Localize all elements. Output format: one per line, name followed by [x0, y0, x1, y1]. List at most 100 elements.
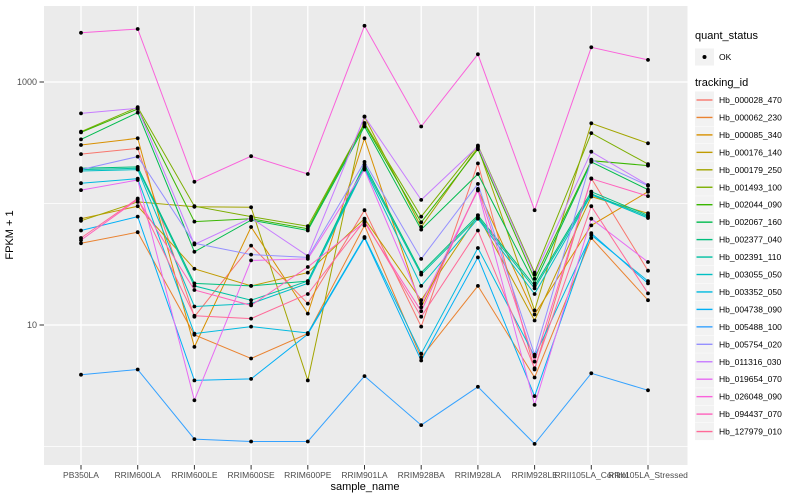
data-point [476, 284, 480, 288]
legend-label-Hb_000028_470: Hb_000028_470 [719, 95, 782, 105]
data-point [362, 114, 367, 119]
data-point [249, 284, 254, 288]
data-point [646, 281, 650, 286]
data-point [192, 179, 197, 184]
data-point [192, 288, 197, 292]
legend: quant_status OK tracking_id Hb_000028_47… [695, 30, 782, 441]
data-point [79, 111, 83, 116]
x-tick-label-RRII105LA_Stressed: RRII105LA_Stressed [608, 470, 688, 480]
data-point [305, 265, 310, 269]
data-point [589, 176, 594, 181]
data-point [419, 309, 424, 314]
data-point [646, 163, 650, 168]
data-point [362, 167, 367, 172]
x-tick-label-RRIM600LE: RRIM600LE [171, 470, 218, 480]
data-point [305, 281, 310, 286]
legend-label-Hb_005488_100: Hb_005488_100 [719, 322, 782, 332]
data-point [532, 286, 537, 291]
data-point [249, 243, 254, 248]
data-point [135, 154, 140, 159]
data-point [646, 291, 650, 296]
data-point [79, 167, 83, 172]
data-point [79, 228, 83, 233]
y-tick-label-1000: 1000 [17, 77, 37, 87]
data-point [419, 284, 424, 288]
data-point [419, 214, 424, 219]
data-point [419, 220, 424, 225]
legend-label-Hb_002377_040: Hb_002377_040 [719, 235, 782, 245]
data-point [419, 225, 424, 229]
data-point [362, 236, 367, 240]
data-point [589, 236, 594, 240]
data-point [79, 143, 83, 147]
data-point [249, 356, 254, 361]
data-point [249, 216, 254, 220]
legend-label-Hb_011316_030: Hb_011316_030 [719, 357, 782, 367]
data-point [419, 257, 424, 261]
legend-label-Hb_002044_090: Hb_002044_090 [719, 200, 782, 210]
data-point [192, 219, 197, 224]
data-point [135, 110, 140, 115]
legend-tracking-id-items: Hb_000028_470 Hb_000062_230 Hb_000085_340 H… [695, 91, 782, 441]
data-point [305, 301, 310, 306]
data-point [532, 375, 537, 380]
data-point [305, 270, 310, 275]
data-point [419, 298, 424, 303]
data-point [192, 204, 197, 209]
legend-label-Hb_002067_160: Hb_002067_160 [719, 217, 782, 227]
data-point [419, 358, 424, 363]
data-point [476, 187, 480, 191]
data-point [362, 136, 367, 141]
data-point [362, 23, 367, 28]
data-point [589, 216, 594, 221]
legend-label-Hb_127979_010: Hb_127979_010 [719, 427, 782, 437]
data-point [249, 324, 254, 329]
legend-label-Hb_003055_050: Hb_003055_050 [719, 270, 782, 280]
legend-label-Hb_002391_110: Hb_002391_110 [719, 252, 782, 262]
data-point [192, 398, 197, 403]
data-point [532, 312, 537, 317]
x-tick-label-RRIM928LE: RRIM928LE [511, 470, 558, 480]
data-point [532, 272, 537, 277]
legend-label-Hb_000085_340: Hb_000085_340 [719, 130, 782, 140]
data-point [419, 305, 424, 310]
data-point [305, 172, 310, 176]
data-point [532, 276, 537, 281]
data-point [249, 316, 254, 321]
data-point [249, 303, 254, 308]
data-point [419, 124, 424, 129]
data-point [192, 249, 197, 254]
legend-label-Hb_001493_100: Hb_001493_100 [719, 182, 782, 192]
data-point [476, 147, 480, 152]
data-point [532, 352, 537, 357]
data-point [419, 301, 424, 306]
data-point [135, 196, 140, 201]
data-point [589, 204, 594, 209]
legend-quant-status-title: quant_status [695, 30, 758, 42]
data-point [476, 52, 480, 57]
data-point [362, 374, 367, 378]
data-point [79, 130, 83, 135]
data-point [135, 230, 140, 235]
data-point [305, 378, 310, 383]
data-point [646, 216, 650, 220]
data-point [135, 136, 140, 141]
data-point [362, 223, 367, 228]
data-point [476, 384, 480, 389]
data-point [589, 223, 594, 228]
data-point [79, 152, 83, 157]
data-point [249, 225, 254, 229]
data-point [646, 388, 650, 393]
data-point [135, 214, 140, 219]
legend-tracking-id-title: tracking_id [695, 77, 748, 89]
data-point [249, 377, 254, 381]
data-point [305, 292, 310, 296]
data-point [249, 258, 254, 263]
data-point [646, 183, 650, 187]
data-points [79, 23, 650, 446]
data-point [249, 439, 254, 444]
data-point [476, 161, 480, 166]
data-point [192, 266, 197, 271]
legend-label-Hb_094437_070: Hb_094437_070 [719, 409, 782, 419]
data-point [135, 204, 140, 209]
